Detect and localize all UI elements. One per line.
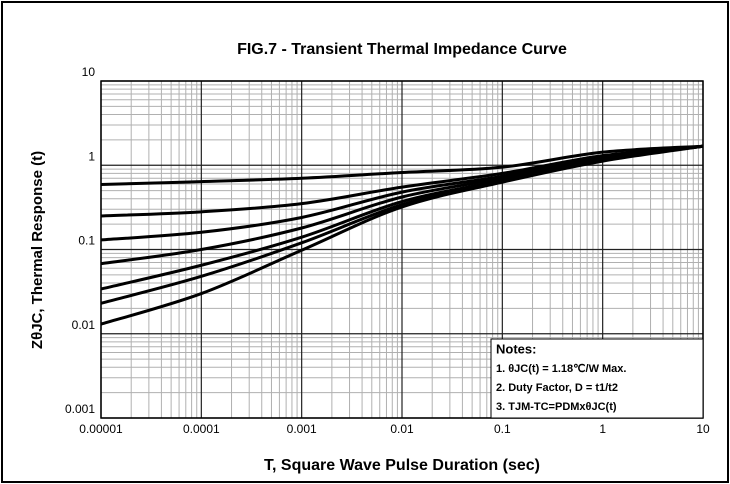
y-tick-label: 1	[88, 149, 95, 163]
curve	[100, 144, 704, 326]
note: Notes:	[496, 341, 536, 356]
x-tick-label: 0.001	[287, 422, 317, 436]
x-tick-label: 0.01	[390, 422, 414, 436]
x-axis-label: T, Square Wave Pulse Duration (sec)	[264, 457, 540, 474]
x-tick-label: 0.1	[494, 422, 511, 436]
x-tick-label: 10	[696, 422, 710, 436]
x-tick-label: 0.0001	[183, 422, 220, 436]
x-tick-label: 0.00001	[79, 422, 123, 436]
y-tick-label: 0.1	[78, 234, 95, 248]
note: 3. TJM-TC=PDMxθJC(t)	[496, 401, 617, 413]
note: 1. θJC(t) = 1.18℃/W Max.	[496, 363, 626, 375]
y-tick-label: 0.01	[72, 318, 96, 332]
x-tick-label: 1	[599, 422, 606, 436]
y-tick-label: 10	[82, 65, 96, 79]
plot-border	[100, 80, 704, 419]
notes-box	[490, 338, 704, 419]
y-tick-label: 0.001	[65, 402, 95, 416]
y-axis-label: ZθJC, Thermal Response (t)	[29, 151, 46, 349]
chart-title: FIG.7 - Transient Thermal Impedance Curv…	[237, 41, 567, 58]
note: 2. Duty Factor, D = t1/t2	[496, 382, 618, 394]
curve	[100, 144, 704, 187]
